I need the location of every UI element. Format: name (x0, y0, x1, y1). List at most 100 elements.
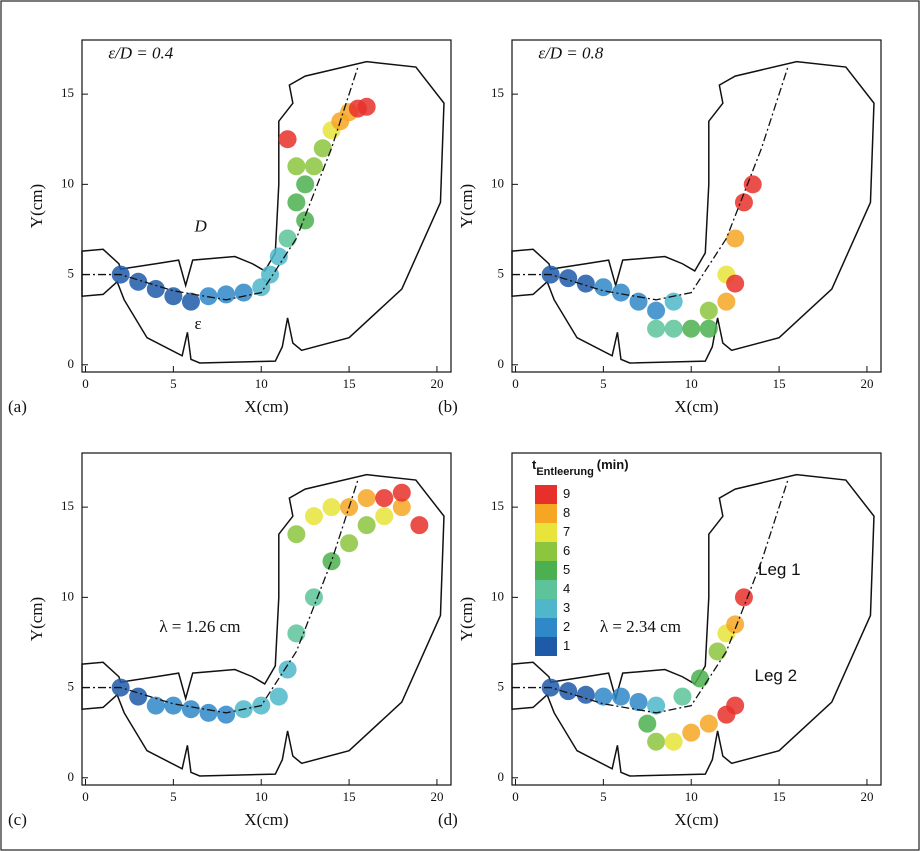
plot-frame (511, 39, 882, 373)
x-tick-label: 10 (255, 789, 268, 804)
x-tick-label: 5 (170, 789, 177, 804)
colorbar-tick-label: 1 (563, 638, 570, 653)
panel-label: (a) (8, 397, 27, 416)
colorbar-swatch (535, 504, 557, 523)
colorbar-swatch (535, 523, 557, 542)
x-tick-label: 15 (773, 789, 786, 804)
x-axis-label: X(cm) (244, 810, 288, 829)
data-point (576, 685, 595, 704)
annotation: Leg 1 (758, 560, 801, 579)
data-point (129, 272, 148, 291)
data-point (129, 687, 148, 706)
colorbar-tick-label: 6 (563, 543, 570, 558)
x-tick-label: 5 (170, 376, 177, 391)
colorbar-title: tEntleerung (min) (532, 457, 629, 477)
data-point (708, 642, 727, 661)
colorbar-tick-label: 4 (563, 581, 570, 596)
y-axis-label: Y(cm) (27, 184, 46, 228)
x-tick-label: 10 (255, 376, 268, 391)
data-point (699, 319, 718, 338)
stomach-outline (511, 60, 875, 364)
centerline (512, 479, 789, 714)
data-point (638, 714, 657, 733)
data-point (304, 157, 323, 176)
colorbar-swatch (535, 580, 557, 599)
data-point (664, 732, 683, 751)
y-tick-label: 5 (68, 266, 75, 281)
data-point (392, 483, 411, 502)
data-point (164, 287, 183, 306)
colorbar-tick-label: 9 (563, 486, 570, 501)
annotation: ε/D = 0.8 (538, 43, 603, 62)
y-tick-label: 0 (498, 356, 505, 371)
data-point (699, 714, 718, 733)
x-tick-label: 20 (860, 789, 873, 804)
x-tick-label: 15 (773, 376, 786, 391)
data-point (611, 283, 630, 302)
data-point (734, 193, 753, 212)
data-point (313, 139, 332, 158)
data-point (594, 278, 613, 297)
data-point (287, 525, 306, 544)
data-point (199, 703, 218, 722)
x-tick-label: 20 (430, 789, 443, 804)
data-point (611, 687, 630, 706)
y-tick-label: 0 (68, 356, 75, 371)
colorbar-tick-label: 7 (563, 524, 570, 539)
data-point (146, 280, 165, 298)
x-tick-label: 10 (685, 789, 698, 804)
x-tick-label: 10 (685, 376, 698, 391)
x-axis-label: X(cm) (674, 397, 718, 416)
annotation: Leg 2 (754, 666, 797, 685)
x-tick-label: 15 (343, 376, 356, 391)
x-tick-label: 0 (82, 376, 89, 391)
y-tick-label: 15 (491, 498, 504, 513)
data-point (287, 624, 306, 643)
data-point (559, 682, 578, 701)
y-tick-label: 10 (61, 588, 74, 603)
data-point (682, 723, 701, 742)
colorbar-swatch (535, 618, 557, 637)
y-axis-label: Y(cm) (457, 597, 476, 641)
y-axis-label: Y(cm) (457, 184, 476, 228)
data-point (296, 175, 315, 194)
x-axis-label: X(cm) (244, 397, 288, 416)
data-point (726, 229, 745, 248)
annotation: D (193, 217, 207, 236)
data-point (375, 507, 394, 526)
colorbar-swatch (535, 561, 557, 580)
centerline (512, 66, 789, 301)
y-tick-label: 15 (61, 85, 74, 100)
data-point (278, 229, 297, 248)
colorbar-tick-label: 3 (563, 600, 570, 615)
centerline (82, 66, 359, 301)
data-point (673, 687, 692, 706)
data-point (682, 319, 701, 338)
data-point (699, 301, 718, 320)
data-point (726, 274, 745, 293)
x-axis-label: X(cm) (674, 810, 718, 829)
data-point (375, 489, 394, 508)
data-point (726, 696, 745, 715)
data-point (357, 516, 376, 535)
y-tick-label: 10 (491, 175, 504, 190)
x-tick-label: 20 (860, 376, 873, 391)
data-point (559, 269, 578, 288)
colorbar-title-main: t (532, 457, 537, 472)
stomach-outline (81, 60, 445, 364)
plot-frame (81, 452, 452, 786)
y-tick-label: 15 (61, 498, 74, 513)
data-point (252, 278, 271, 297)
data-point (717, 292, 736, 311)
panel-label: (b) (438, 397, 458, 416)
data-point (164, 696, 183, 715)
data-point (647, 301, 666, 320)
data-point (287, 157, 306, 176)
data-point (664, 319, 683, 338)
data-point (576, 274, 595, 293)
y-tick-label: 5 (498, 679, 505, 694)
colorbar-title-unit: (min) (597, 457, 629, 472)
y-tick-label: 15 (491, 85, 504, 100)
colorbar-swatch (535, 599, 557, 618)
